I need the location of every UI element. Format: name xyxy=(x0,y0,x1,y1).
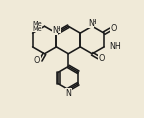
Text: O: O xyxy=(99,54,105,63)
Text: O: O xyxy=(34,57,40,65)
Text: NH: NH xyxy=(110,42,121,51)
Text: H: H xyxy=(55,26,60,32)
Text: N: N xyxy=(52,26,58,35)
Text: Me: Me xyxy=(32,21,42,27)
Text: H: H xyxy=(90,19,96,25)
Text: N: N xyxy=(88,19,94,28)
Text: Me: Me xyxy=(32,26,42,32)
Text: O: O xyxy=(111,24,117,33)
Text: N: N xyxy=(65,89,71,98)
